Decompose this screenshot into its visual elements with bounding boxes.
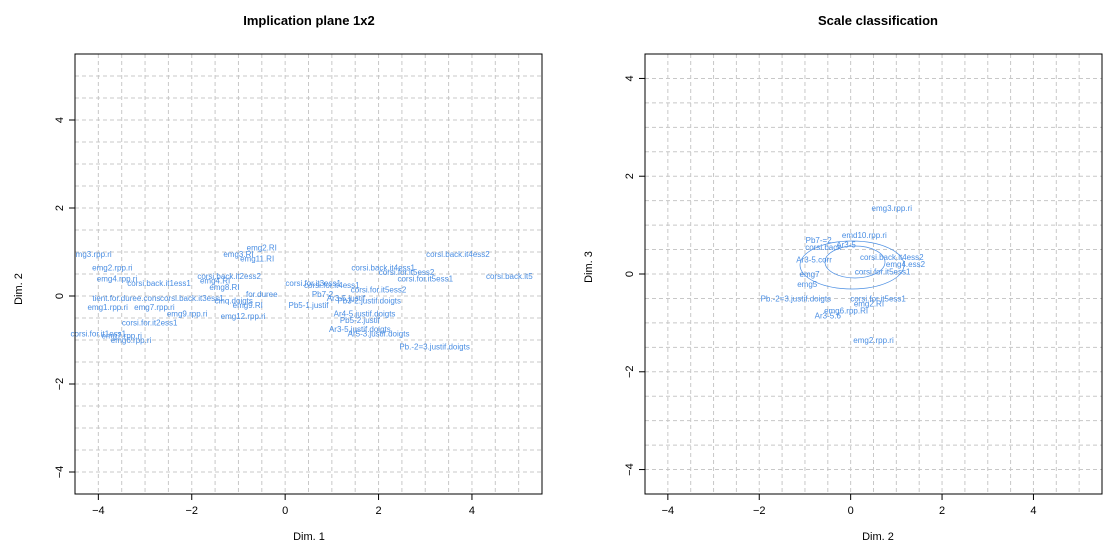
panel-scale-classification: Scale classification Dim. 2 Dim. 3 −4 −2 0…: [583, 13, 1103, 543]
point-label: corsi.for.it5ess2: [351, 285, 407, 294]
plot-frame: [644, 53, 1103, 495]
point-label: corsi.back.it4ess1: [351, 263, 415, 272]
point-label: Ar4-5.justif.doigts: [334, 310, 396, 319]
point-label: emg2.RI: [854, 299, 884, 308]
point-label: Pb.-2=3.justif.doigts: [399, 343, 469, 352]
chart-title: Implication plane 1x2: [243, 13, 375, 28]
point-label: Pb5-1.justif: [288, 301, 329, 310]
point-label: emd10.rpp.ri: [842, 231, 887, 240]
y-tick-label: 2: [54, 205, 66, 211]
point-label: Ar3-5: [836, 241, 856, 250]
plot-frame: [74, 53, 543, 495]
point-label: corsi.for.it1ess1: [71, 329, 127, 338]
x-axis-label: Dim. 1: [293, 531, 325, 543]
point-label: corsi.back.it3ess1: [160, 294, 224, 303]
point-label: emg2.RI: [247, 244, 277, 253]
point-label: corsi.for.it5ess1: [855, 268, 911, 277]
point-label: emg5: [797, 280, 818, 289]
y-tick-label: −2: [54, 378, 66, 391]
point-label: emg8.RI: [209, 283, 239, 292]
y-tick-label: 2: [624, 173, 636, 179]
x-tick-label: −2: [185, 505, 198, 517]
point-label: Pb7-=2: [806, 236, 833, 245]
point-label: emg4.ess2: [886, 260, 926, 269]
point-label: emg11.RI: [240, 255, 274, 264]
point-label: corsi.for.it2ess1: [122, 318, 178, 327]
point-label: emg4.rpp.ri: [97, 274, 138, 283]
data-labels: mg3.rpp.riemg2.rpp.riemg4.rpp.ricorsi.ba…: [71, 244, 534, 352]
point-label: corsi.for.it5ess2: [379, 268, 435, 277]
point-label: emg7.rpp.ri: [134, 303, 175, 312]
y-tick-label: 0: [624, 271, 636, 277]
y-tick-label: 4: [624, 75, 636, 81]
point-label: for.duree: [246, 290, 278, 299]
point-label: Pb7-2: [312, 290, 334, 299]
x-tick-label: −2: [753, 505, 766, 517]
point-label: emg4.RI: [200, 277, 230, 286]
x-tick-label: 2: [939, 505, 945, 517]
point-label: emg6.rpp.RI: [824, 307, 868, 316]
x-tick-label: 0: [282, 505, 288, 517]
dense-point-cloud: [799, 240, 905, 290]
y-tick-label: −4: [624, 463, 636, 476]
point-label: Pb.-2=3.justif.doigts: [761, 294, 831, 303]
point-label: Pb5-2.justif: [340, 316, 381, 325]
point-label: corsi.back.it4ess2: [426, 250, 490, 259]
x-tick-label: −4: [92, 505, 105, 517]
point-label: corsi.back: [805, 243, 842, 252]
point-label: emg9.RI: [233, 301, 263, 310]
data-labels: emg3.rpp.riemd10.rpp.riPb7-=2Ar3-5corsi.…: [761, 204, 926, 345]
point-label: corsi.for.it4ess1: [304, 281, 360, 290]
grid: [74, 53, 543, 495]
point-label: emg6.rpp.ri: [111, 336, 152, 345]
point-label: corsi.back.it2ess2: [197, 272, 261, 281]
point-label: emg12.rpp.ri: [221, 312, 266, 321]
y-tick-label: −2: [624, 366, 636, 379]
y-tick-label: 4: [54, 117, 66, 123]
y-tick-label: −4: [54, 466, 66, 479]
x-tick-label: 4: [1030, 505, 1036, 517]
axis-ticks: −4 −2 0 2 4 −4 −2 0 2 4: [624, 75, 1037, 517]
dense-point-cloud-inner: [824, 245, 886, 279]
point-label: emg7: [800, 270, 821, 279]
point-label: Ar5-3.justif.doigts: [348, 329, 410, 338]
point-label: Ar3-5.corr: [796, 255, 832, 264]
y-tick-label: 0: [54, 293, 66, 299]
point-label: tient.for.duree.cons: [92, 294, 160, 303]
point-label: emg2.rpp.ri: [853, 336, 894, 345]
point-label: emg9.rpp.ri: [167, 310, 208, 319]
point-label: corsi.for.it3ess1: [285, 279, 341, 288]
point-label: corsi.back.it5: [486, 272, 533, 281]
point-label: mg3.rpp.ri: [76, 250, 112, 259]
point-label: Ar3-5.justif.doigts: [329, 325, 391, 334]
x-tick-label: 2: [375, 505, 381, 517]
point-label: emg1.rpp.ri: [87, 303, 128, 312]
point-label: corsi.for.it5ess1: [397, 274, 453, 283]
point-label: emg3.rpp.ri: [872, 204, 913, 213]
x-tick-label: 0: [848, 505, 854, 517]
chart-title: Scale classification: [818, 13, 938, 28]
y-axis-label: Dim. 2: [13, 273, 25, 305]
point-label: Pb3-2.justif.doigts: [337, 296, 401, 305]
x-axis-label: Dim. 2: [862, 531, 894, 543]
point-label: emg2.rpp.ri: [92, 263, 133, 272]
x-tick-label: 4: [469, 505, 475, 517]
y-axis-label: Dim. 3: [583, 251, 595, 283]
x-tick-label: −4: [662, 505, 675, 517]
point-label: Ar3-5.6: [815, 312, 842, 321]
point-label: Ar3-5.justif: [327, 294, 366, 303]
axis-ticks: −4 −2 0 2 4 −4 −2 0 2 4: [54, 117, 475, 517]
point-label: cinq.doigts: [215, 296, 253, 305]
point-label: corsi.back.it4ess2: [860, 253, 924, 262]
panel-implication-plane: Implication plane 1x2 Dim. 1 Dim. 2 −4 −2…: [13, 13, 543, 543]
point-label: corsi.for.it5ess1: [850, 294, 906, 303]
point-label: emg3.RI: [223, 250, 253, 259]
point-label: emg7.rpp.ri: [101, 332, 142, 341]
point-label: corsi.back.it1ess1: [127, 279, 191, 288]
